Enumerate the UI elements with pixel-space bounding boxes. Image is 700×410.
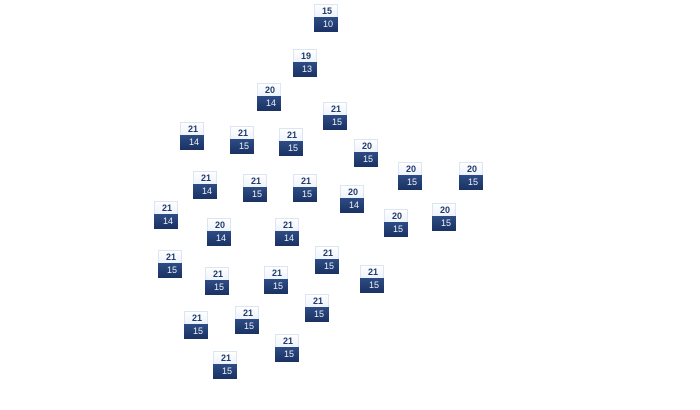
node-top-value: 20 xyxy=(398,162,422,175)
node-bottom-value: 15 xyxy=(235,319,259,334)
node-bottom-value: 10 xyxy=(314,17,338,32)
node-bottom-value: 14 xyxy=(340,198,364,213)
diagram-node[interactable]: 21 14 xyxy=(180,122,204,150)
node-top-value: 21 xyxy=(323,102,347,115)
node-top-value: 21 xyxy=(235,306,259,319)
node-top-value: 21 xyxy=(293,174,317,187)
diagram-node[interactable]: 21 15 xyxy=(275,334,299,362)
node-top-value: 19 xyxy=(293,49,317,62)
diagram-node[interactable]: 21 15 xyxy=(305,294,329,322)
diagram-node[interactable]: 21 15 xyxy=(264,266,288,294)
node-bottom-value: 13 xyxy=(293,62,317,77)
diagram-node[interactable]: 21 14 xyxy=(275,218,299,246)
diagram-node[interactable]: 20 15 xyxy=(432,203,456,231)
node-top-value: 21 xyxy=(154,201,178,214)
node-top-value: 20 xyxy=(207,218,231,231)
node-top-value: 21 xyxy=(193,171,217,184)
node-top-value: 20 xyxy=(354,139,378,152)
node-bottom-value: 14 xyxy=(207,231,231,246)
node-bottom-value: 15 xyxy=(354,152,378,167)
diagram-node[interactable]: 21 15 xyxy=(293,174,317,202)
node-bottom-value: 15 xyxy=(398,175,422,190)
node-top-value: 21 xyxy=(275,218,299,231)
node-top-value: 21 xyxy=(305,294,329,307)
node-bottom-value: 15 xyxy=(315,259,339,274)
node-bottom-value: 14 xyxy=(193,184,217,199)
diagram-node[interactable]: 21 15 xyxy=(158,250,182,278)
diagram-node[interactable]: 21 15 xyxy=(213,351,237,379)
node-bottom-value: 15 xyxy=(432,216,456,231)
node-top-value: 21 xyxy=(213,351,237,364)
diagram-node[interactable]: 20 14 xyxy=(257,83,281,111)
diagram-node[interactable]: 21 15 xyxy=(360,265,384,293)
node-top-value: 21 xyxy=(275,334,299,347)
node-top-value: 21 xyxy=(180,122,204,135)
node-bottom-value: 14 xyxy=(257,96,281,111)
diagram-node[interactable]: 20 14 xyxy=(340,185,364,213)
diagram-node[interactable]: 20 14 xyxy=(207,218,231,246)
node-top-value: 21 xyxy=(158,250,182,263)
diagram-node[interactable]: 21 15 xyxy=(205,267,229,295)
diagram-node[interactable]: 21 15 xyxy=(243,174,267,202)
node-top-value: 20 xyxy=(257,83,281,96)
node-bottom-value: 15 xyxy=(184,324,208,339)
diagram-node[interactable]: 21 15 xyxy=(315,246,339,274)
node-bottom-value: 15 xyxy=(293,187,317,202)
diagram-node[interactable]: 20 15 xyxy=(354,139,378,167)
node-bottom-value: 15 xyxy=(279,141,303,156)
node-bottom-value: 15 xyxy=(205,280,229,295)
node-bottom-value: 15 xyxy=(305,307,329,322)
diagram-node[interactable]: 21 14 xyxy=(193,171,217,199)
node-bottom-value: 14 xyxy=(154,214,178,229)
node-bottom-value: 15 xyxy=(158,263,182,278)
node-bottom-value: 15 xyxy=(323,115,347,130)
node-top-value: 21 xyxy=(184,311,208,324)
node-top-value: 20 xyxy=(432,203,456,216)
node-bottom-value: 15 xyxy=(230,139,254,154)
diagram-node[interactable]: 20 15 xyxy=(384,209,408,237)
node-bottom-value: 15 xyxy=(360,278,384,293)
node-top-value: 21 xyxy=(279,128,303,141)
node-bottom-value: 14 xyxy=(180,135,204,150)
diagram-node[interactable]: 21 15 xyxy=(230,126,254,154)
node-top-value: 21 xyxy=(230,126,254,139)
node-top-value: 21 xyxy=(315,246,339,259)
node-bottom-value: 15 xyxy=(243,187,267,202)
diagram-node[interactable]: 15 10 xyxy=(314,4,338,32)
node-top-value: 21 xyxy=(205,267,229,280)
node-bottom-value: 15 xyxy=(275,347,299,362)
node-top-value: 21 xyxy=(264,266,288,279)
node-top-value: 21 xyxy=(243,174,267,187)
node-bottom-value: 14 xyxy=(275,231,299,246)
node-top-value: 20 xyxy=(384,209,408,222)
diagram-node[interactable]: 20 15 xyxy=(398,162,422,190)
diagram-node[interactable]: 19 13 xyxy=(293,49,317,77)
node-bottom-value: 15 xyxy=(459,175,483,190)
diagram-node[interactable]: 21 15 xyxy=(184,311,208,339)
diagram-node[interactable]: 21 15 xyxy=(235,306,259,334)
node-top-value: 20 xyxy=(459,162,483,175)
node-top-value: 21 xyxy=(360,265,384,278)
node-bottom-value: 15 xyxy=(384,222,408,237)
node-top-value: 20 xyxy=(340,185,364,198)
node-top-value: 15 xyxy=(314,4,338,17)
diagram-node[interactable]: 20 15 xyxy=(459,162,483,190)
diagram-node[interactable]: 21 15 xyxy=(323,102,347,130)
node-bottom-value: 15 xyxy=(213,364,237,379)
node-bottom-value: 15 xyxy=(264,279,288,294)
diagram-node[interactable]: 21 15 xyxy=(279,128,303,156)
diagram-node[interactable]: 21 14 xyxy=(154,201,178,229)
